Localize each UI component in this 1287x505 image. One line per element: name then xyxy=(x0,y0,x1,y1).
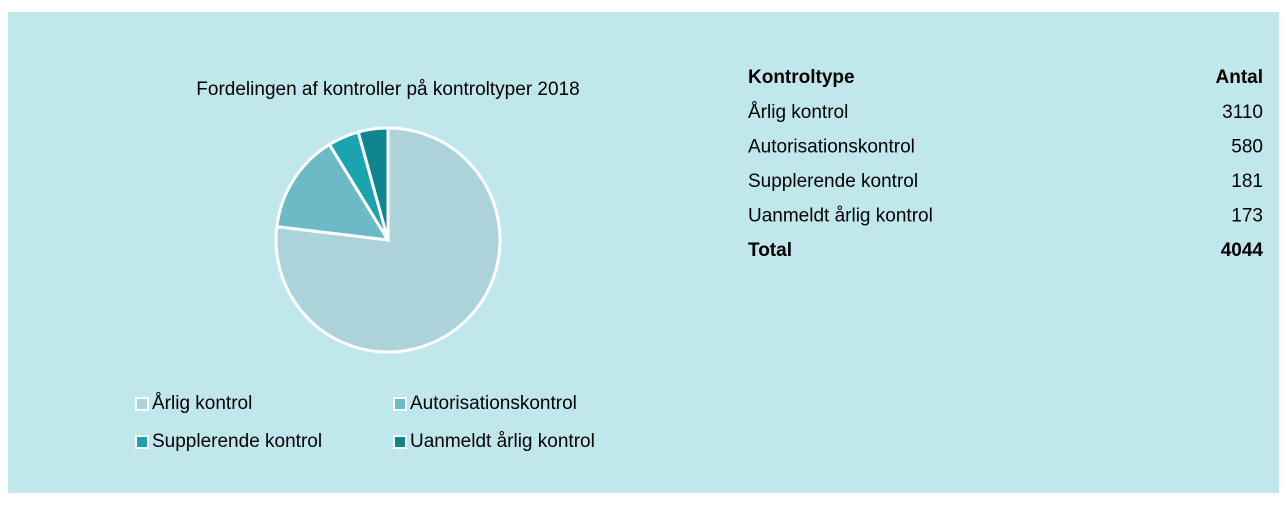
table-header: Antal xyxy=(1216,67,1264,88)
table-total-label: Total xyxy=(748,240,792,261)
table-row-value: 173 xyxy=(1231,206,1263,227)
table-header: Kontroltype xyxy=(748,67,855,88)
legend-swatch xyxy=(135,435,149,449)
legend-swatch xyxy=(393,435,407,449)
table-row-label: Supplerende kontrol xyxy=(748,171,918,192)
table-row-value: 580 xyxy=(1231,137,1263,158)
legend-label: Uanmeldt årlig kontrol xyxy=(410,431,595,452)
panel xyxy=(8,12,1279,493)
table-row-value: 181 xyxy=(1231,171,1263,192)
table-total-value: 4044 xyxy=(1221,240,1264,261)
table-row-value: 3110 xyxy=(1222,102,1263,123)
legend-label: Årlig kontrol xyxy=(152,393,252,414)
table-row-label: Årlig kontrol xyxy=(748,102,848,123)
legend-label: Supplerende kontrol xyxy=(152,431,322,452)
legend-swatch xyxy=(135,397,149,411)
table-row-label: Autorisationskontrol xyxy=(748,137,915,158)
legend-swatch xyxy=(393,397,407,411)
table-row-label: Uanmeldt årlig kontrol xyxy=(748,206,933,227)
pie-slice xyxy=(275,142,391,242)
chart-title: Fordelingen af kontroller på kontroltype… xyxy=(196,79,579,100)
pie-slice xyxy=(356,126,390,241)
legend-label: Autorisationskontrol xyxy=(410,393,577,414)
